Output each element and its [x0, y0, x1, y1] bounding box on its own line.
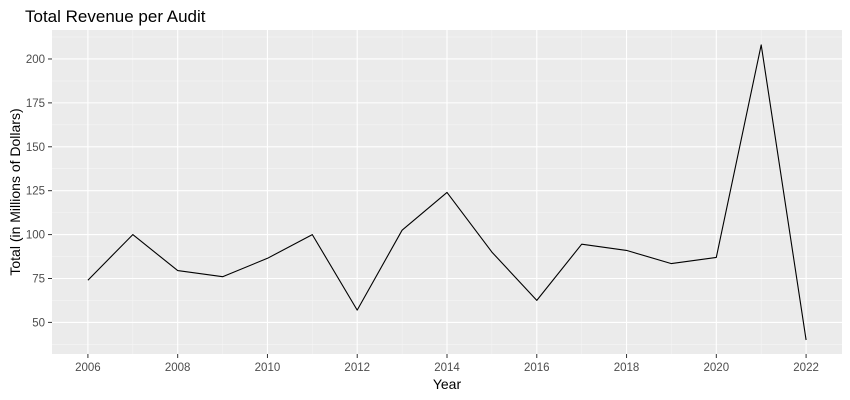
y-tick-label: 50 — [32, 317, 45, 329]
major-gridlines — [52, 30, 842, 354]
y-tick-label: 175 — [26, 98, 45, 110]
x-tick-label: 2016 — [524, 362, 550, 374]
y-tick-label: 100 — [26, 230, 45, 242]
series-layer — [87, 44, 807, 341]
series-line-0 — [87, 44, 807, 341]
x-tick-label: 2022 — [793, 362, 819, 374]
x-tick-label: 2018 — [614, 362, 640, 374]
x-axis-title: Year — [433, 376, 462, 392]
chart-title: Total Revenue per Audit — [25, 7, 206, 26]
y-tick-label: 75 — [32, 273, 45, 285]
x-tick-label: 2020 — [704, 362, 730, 374]
y-tick-label: 200 — [26, 54, 45, 66]
y-axis-title: Total (in Millions of Dollars) — [7, 108, 23, 275]
x-tick-label: 2006 — [75, 362, 101, 374]
y-axis: 50 75 100 125 150 175 200 — [26, 54, 52, 329]
y-tick-label: 150 — [26, 142, 45, 154]
x-tick-label: 2008 — [165, 362, 191, 374]
x-axis: 2006 2008 2010 2012 2014 2016 2018 2020 2022 — [75, 354, 819, 374]
x-tick-label: 2010 — [255, 362, 281, 374]
y-tick-label: 125 — [26, 186, 45, 198]
x-tick-label: 2014 — [434, 362, 460, 374]
x-tick-label: 2012 — [344, 362, 370, 374]
